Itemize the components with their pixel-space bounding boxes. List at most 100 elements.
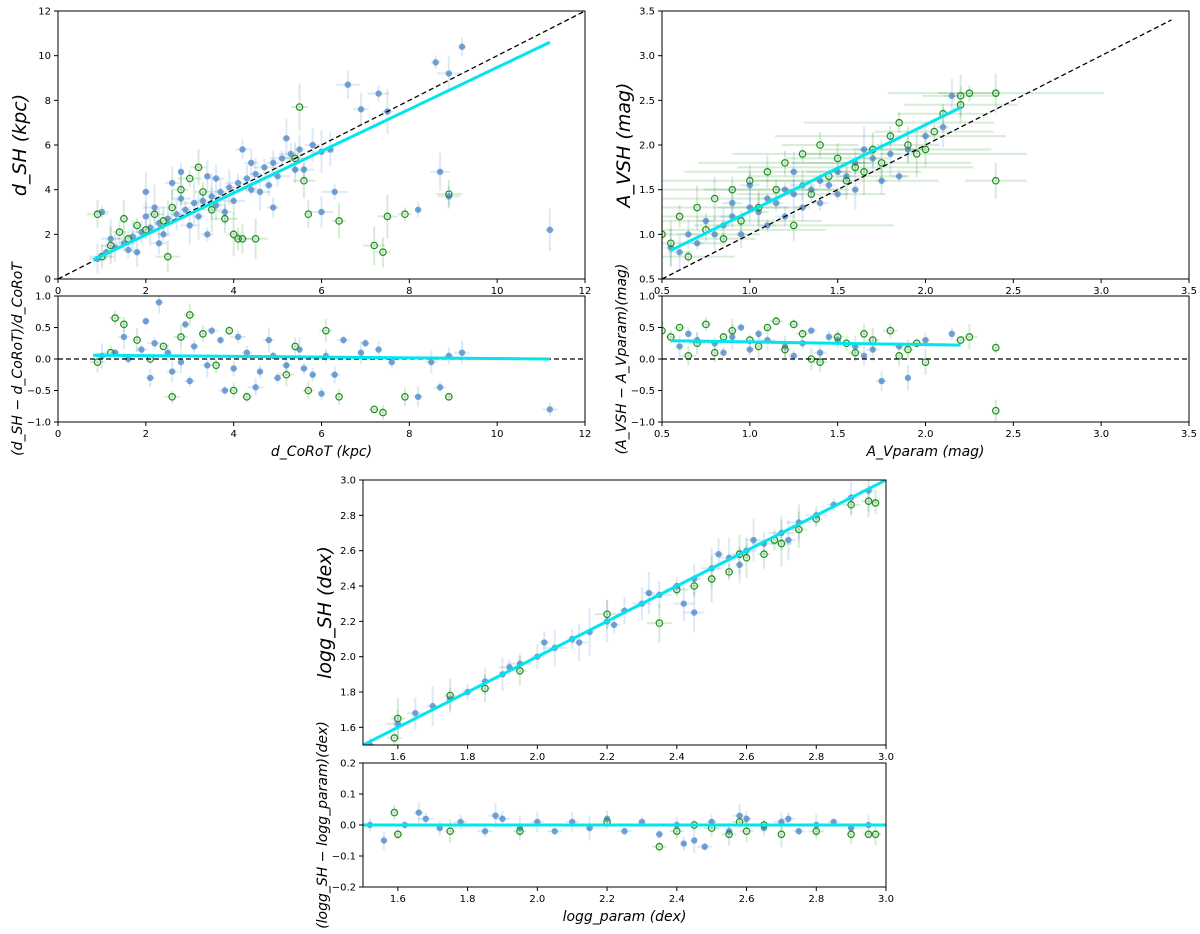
data-point-blue <box>340 336 347 344</box>
data-point-green <box>702 320 710 329</box>
data-point-blue <box>825 333 833 341</box>
data-point-green <box>199 188 207 196</box>
x-tick-label: 2.0 <box>918 286 934 297</box>
x-tick-label: 1.8 <box>460 894 476 905</box>
x-tick-label: 2.8 <box>808 752 824 763</box>
data-point-blue <box>481 828 489 835</box>
plot-area <box>363 802 886 854</box>
data-point-blue <box>274 173 281 180</box>
data-point-blue <box>621 828 628 835</box>
data-point-green <box>772 185 780 194</box>
y-tick-label: 0.0 <box>35 355 51 366</box>
data-point-green <box>603 610 611 619</box>
data-point-blue <box>291 166 299 173</box>
data-point-blue <box>737 324 745 331</box>
x-tick-label: 6 <box>318 429 324 440</box>
data-point-green <box>304 210 313 219</box>
data-point-blue <box>436 168 444 175</box>
data-point-blue <box>177 195 185 202</box>
x-axis-label: d_CoRoT (kpc) <box>271 444 372 460</box>
x-tick-label: 0 <box>55 286 61 297</box>
logg-residual-panel: 1.6 1.8 2.0 2.2 2.4 2.6 2.8 3.0 −0.2 −0.1 0.0 0.1 0.… <box>315 721 894 929</box>
data-point-blue <box>887 150 894 158</box>
data-point-blue <box>107 235 114 242</box>
data-point-green <box>847 500 855 509</box>
data-point-blue <box>869 155 876 162</box>
x-tick-label: 1.5 <box>830 429 846 440</box>
data-point-green <box>707 575 716 583</box>
data-point-blue <box>746 346 754 353</box>
data-point-green <box>772 317 780 326</box>
data-point-blue <box>458 349 466 356</box>
data-point-blue <box>755 330 762 337</box>
x-tick-label: 2.4 <box>669 752 685 763</box>
fit-line <box>92 40 551 262</box>
plot-area <box>58 11 585 279</box>
data-point-blue <box>133 249 141 256</box>
data-point-blue <box>816 349 824 356</box>
data-point-green <box>516 666 524 675</box>
data-point-green <box>199 329 207 338</box>
data-point-blue <box>685 330 692 337</box>
data-point-blue <box>252 384 259 391</box>
data-point-green <box>746 176 754 185</box>
data-point-green <box>777 539 786 548</box>
data-point-green <box>763 323 772 332</box>
data-point-blue <box>799 204 806 211</box>
x-tick-label: 1.6 <box>390 752 406 763</box>
y-tick-label: 0.2 <box>340 759 356 770</box>
data-point-blue <box>415 809 422 816</box>
data-point-blue <box>256 368 264 375</box>
y-tick-label: 1.0 <box>35 292 51 303</box>
data-point-green <box>159 342 168 351</box>
data-point-green <box>194 163 203 172</box>
data-point-green <box>789 221 798 230</box>
data-point-blue <box>120 333 128 341</box>
data-point-blue <box>147 374 154 382</box>
data-point-green <box>675 212 684 221</box>
y-tick-label: 0.5 <box>35 323 51 334</box>
data-point-green <box>789 320 798 329</box>
data-point-blue <box>190 343 198 350</box>
x-tick-label: 2.6 <box>739 752 755 763</box>
data-point-green <box>672 827 681 836</box>
y-tick-label: 2.2 <box>340 617 356 628</box>
data-point-blue <box>182 321 189 328</box>
data-point-green <box>781 345 789 354</box>
data-point-blue <box>656 831 663 838</box>
data-point-blue <box>781 186 789 193</box>
data-point-green <box>956 92 965 100</box>
data-point-green <box>370 241 379 250</box>
data-point-green <box>662 230 666 239</box>
data-point-green <box>120 214 128 223</box>
data-point-blue <box>764 222 771 229</box>
y-tick-label: −0.2 <box>332 883 356 894</box>
data-point-blue <box>948 330 956 337</box>
data-point-green <box>150 210 159 219</box>
data-point-blue <box>296 146 303 153</box>
data-point-blue <box>151 204 158 211</box>
data-point-blue <box>269 159 277 167</box>
y-tick-label: 0.1 <box>340 790 356 801</box>
data-point-green <box>516 827 524 836</box>
y-tick-label: 1.8 <box>340 688 356 699</box>
y-tick-label: 4 <box>45 185 51 196</box>
y-tick-label: 2.6 <box>340 546 356 557</box>
data-point-blue <box>816 199 824 207</box>
extinction-residual-panel: 0.5 1.0 1.5 2.0 2.5 3.0 3.5−1.0−0.50.00.51.0A_… <box>614 264 1197 460</box>
data-point-blue <box>852 186 859 193</box>
x-tick-label: 2.8 <box>808 894 824 905</box>
y-tick-label: 1.0 <box>639 292 655 303</box>
data-point-blue <box>164 349 171 356</box>
data-point-blue <box>432 59 439 66</box>
data-point-blue <box>274 374 281 382</box>
data-point-green <box>991 343 1000 352</box>
data-point-green <box>842 176 851 185</box>
data-point-green <box>965 333 974 341</box>
y-axis-label: (A_VSH − A_Vparam)(mag) <box>614 264 630 455</box>
data-point-green <box>291 342 299 351</box>
data-point-blue <box>168 368 176 375</box>
data-point-green <box>159 217 168 225</box>
y-tick-label: 0.5 <box>639 323 655 334</box>
x-axis-label: A_Vparam (mag) <box>865 444 984 460</box>
